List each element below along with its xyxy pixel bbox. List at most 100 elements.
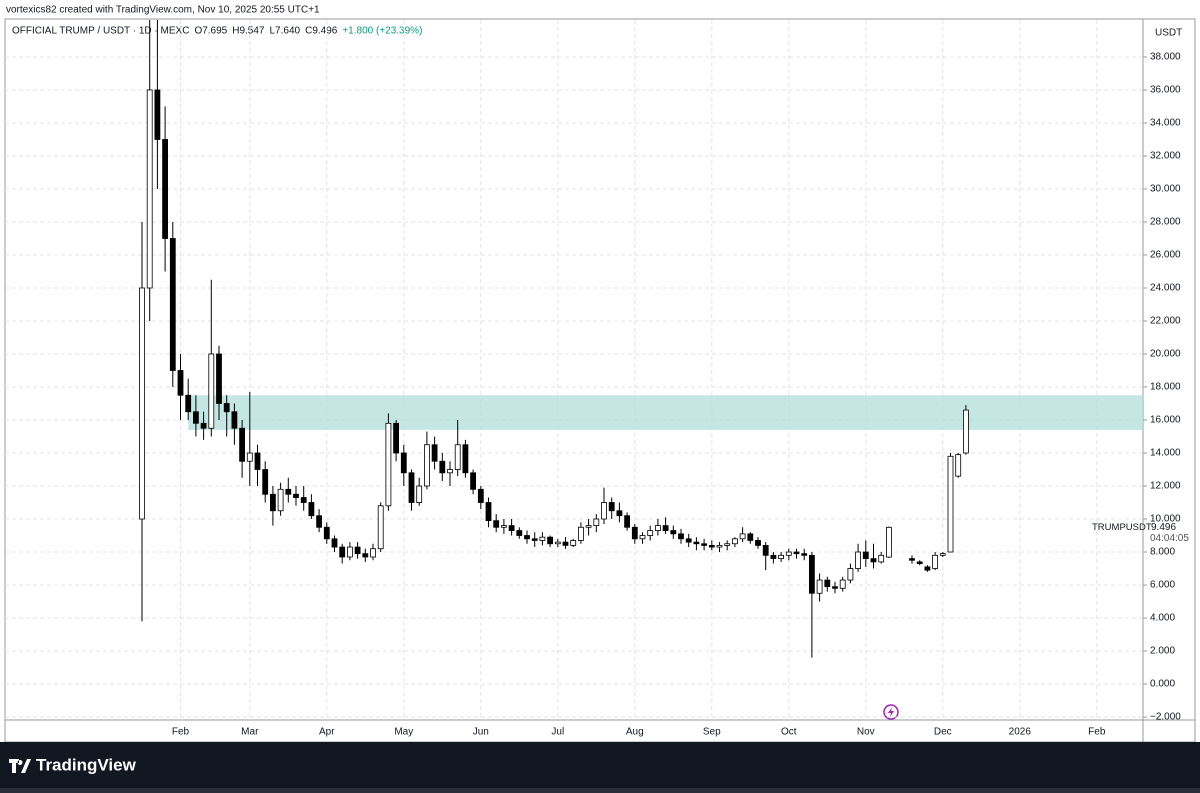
logo xyxy=(9,759,31,773)
candle-body xyxy=(439,460,446,474)
legend-symbol: OFFICIAL TRUMP / USDT · 1D · MEXC xyxy=(12,26,189,37)
x-tick-label: Apr xyxy=(319,727,335,738)
candle-body xyxy=(662,525,669,531)
candle-body xyxy=(485,502,492,522)
candle-body xyxy=(701,543,707,546)
candle-body xyxy=(770,554,777,560)
candle-body xyxy=(169,238,176,371)
candle-body xyxy=(631,526,638,540)
candle-body xyxy=(678,533,684,540)
candle-body xyxy=(423,444,430,487)
candle-body xyxy=(909,558,915,561)
candle-body xyxy=(200,422,207,429)
candle-body xyxy=(416,485,423,503)
x-tick-label: Nov xyxy=(857,727,875,738)
candle-body xyxy=(601,502,607,520)
header-text: vortexics82 created with TradingView.com… xyxy=(6,5,320,16)
candle-body xyxy=(562,541,569,546)
candle-body xyxy=(239,427,246,462)
candle-body xyxy=(939,553,946,556)
candle-body xyxy=(778,554,784,560)
candle-body xyxy=(246,452,253,462)
candle-body xyxy=(254,452,261,470)
x-tick-label: Feb xyxy=(1088,727,1106,738)
plot-area xyxy=(5,20,1143,720)
candle-body xyxy=(847,568,854,581)
candle-body xyxy=(362,553,369,558)
candle-body xyxy=(216,353,222,404)
last-price-label: 9.496 xyxy=(1151,522,1176,533)
candle-body xyxy=(354,546,361,555)
candle-body xyxy=(616,510,623,517)
y-tick-label: 36.000 xyxy=(1150,85,1181,96)
candle-body xyxy=(300,497,307,503)
candle-body xyxy=(346,546,353,558)
candle-body xyxy=(262,469,269,495)
x-tick-label: Feb xyxy=(172,727,190,738)
legend-close: C9.496 xyxy=(305,26,338,37)
candle-body xyxy=(524,535,530,540)
candle-body xyxy=(955,454,962,477)
candle-body xyxy=(608,502,615,512)
candle-body xyxy=(516,530,523,536)
legend-change: +1.800 (+23.39%) xyxy=(342,26,422,37)
candle-body xyxy=(508,525,515,531)
candle-body xyxy=(393,422,400,454)
footer-bar xyxy=(0,742,1200,788)
candle-body xyxy=(670,530,677,535)
candle-body xyxy=(762,545,769,556)
candle-body xyxy=(192,411,199,424)
candle-body xyxy=(963,409,969,454)
x-tick-label: Sep xyxy=(703,727,721,738)
candle-body xyxy=(385,422,392,507)
y-tick-label: 0.000 xyxy=(1150,679,1175,690)
candle-body xyxy=(839,579,846,589)
candle-body xyxy=(747,533,754,541)
y-tick-label: 6.000 xyxy=(1150,580,1175,591)
candle-body xyxy=(162,139,169,239)
candle-body xyxy=(739,533,746,540)
candle-body xyxy=(146,89,153,289)
y-tick-label: 32.000 xyxy=(1150,151,1181,162)
candle-body xyxy=(870,558,877,563)
candle-body xyxy=(447,469,453,474)
candle-body xyxy=(531,538,538,541)
candle-body xyxy=(832,586,838,589)
candle-body xyxy=(716,545,723,548)
x-tick-label: Jul xyxy=(551,727,564,738)
candle-body xyxy=(785,551,792,556)
candle-body xyxy=(339,546,346,558)
candle-body xyxy=(932,554,938,569)
legend: OFFICIAL TRUMP / USDT · 1D · MEXC O7.695 H… xyxy=(12,26,422,37)
candle-body xyxy=(377,505,384,550)
y-tick-label: 20.000 xyxy=(1150,349,1181,360)
candle-body xyxy=(585,525,592,528)
y-tick-label: 24.000 xyxy=(1150,283,1181,294)
candle-body xyxy=(454,444,461,470)
y-tick-label: 22.000 xyxy=(1150,316,1181,327)
candle-body xyxy=(308,502,315,517)
candle-body xyxy=(916,561,923,564)
candle-body xyxy=(547,536,553,545)
candle-body xyxy=(947,455,954,553)
legend-high: H9.547 xyxy=(232,26,265,37)
candle-body xyxy=(862,551,869,560)
event-icon[interactable] xyxy=(883,704,899,720)
candle-body xyxy=(185,394,192,413)
candle-body xyxy=(554,541,561,545)
candle-body xyxy=(223,403,230,413)
candle-body xyxy=(277,488,284,512)
candle-body xyxy=(208,353,215,429)
candle-body xyxy=(462,444,469,474)
candle-body xyxy=(408,472,415,503)
candle-body xyxy=(793,551,800,555)
legend-low: L7.640 xyxy=(270,26,301,37)
candle-body xyxy=(154,89,161,140)
x-tick-label: 2026 xyxy=(1009,727,1032,738)
candle-body xyxy=(593,518,600,527)
candle-body xyxy=(400,452,407,474)
candle-body xyxy=(639,535,646,540)
candle-body xyxy=(477,488,484,503)
candle-body xyxy=(323,526,330,540)
